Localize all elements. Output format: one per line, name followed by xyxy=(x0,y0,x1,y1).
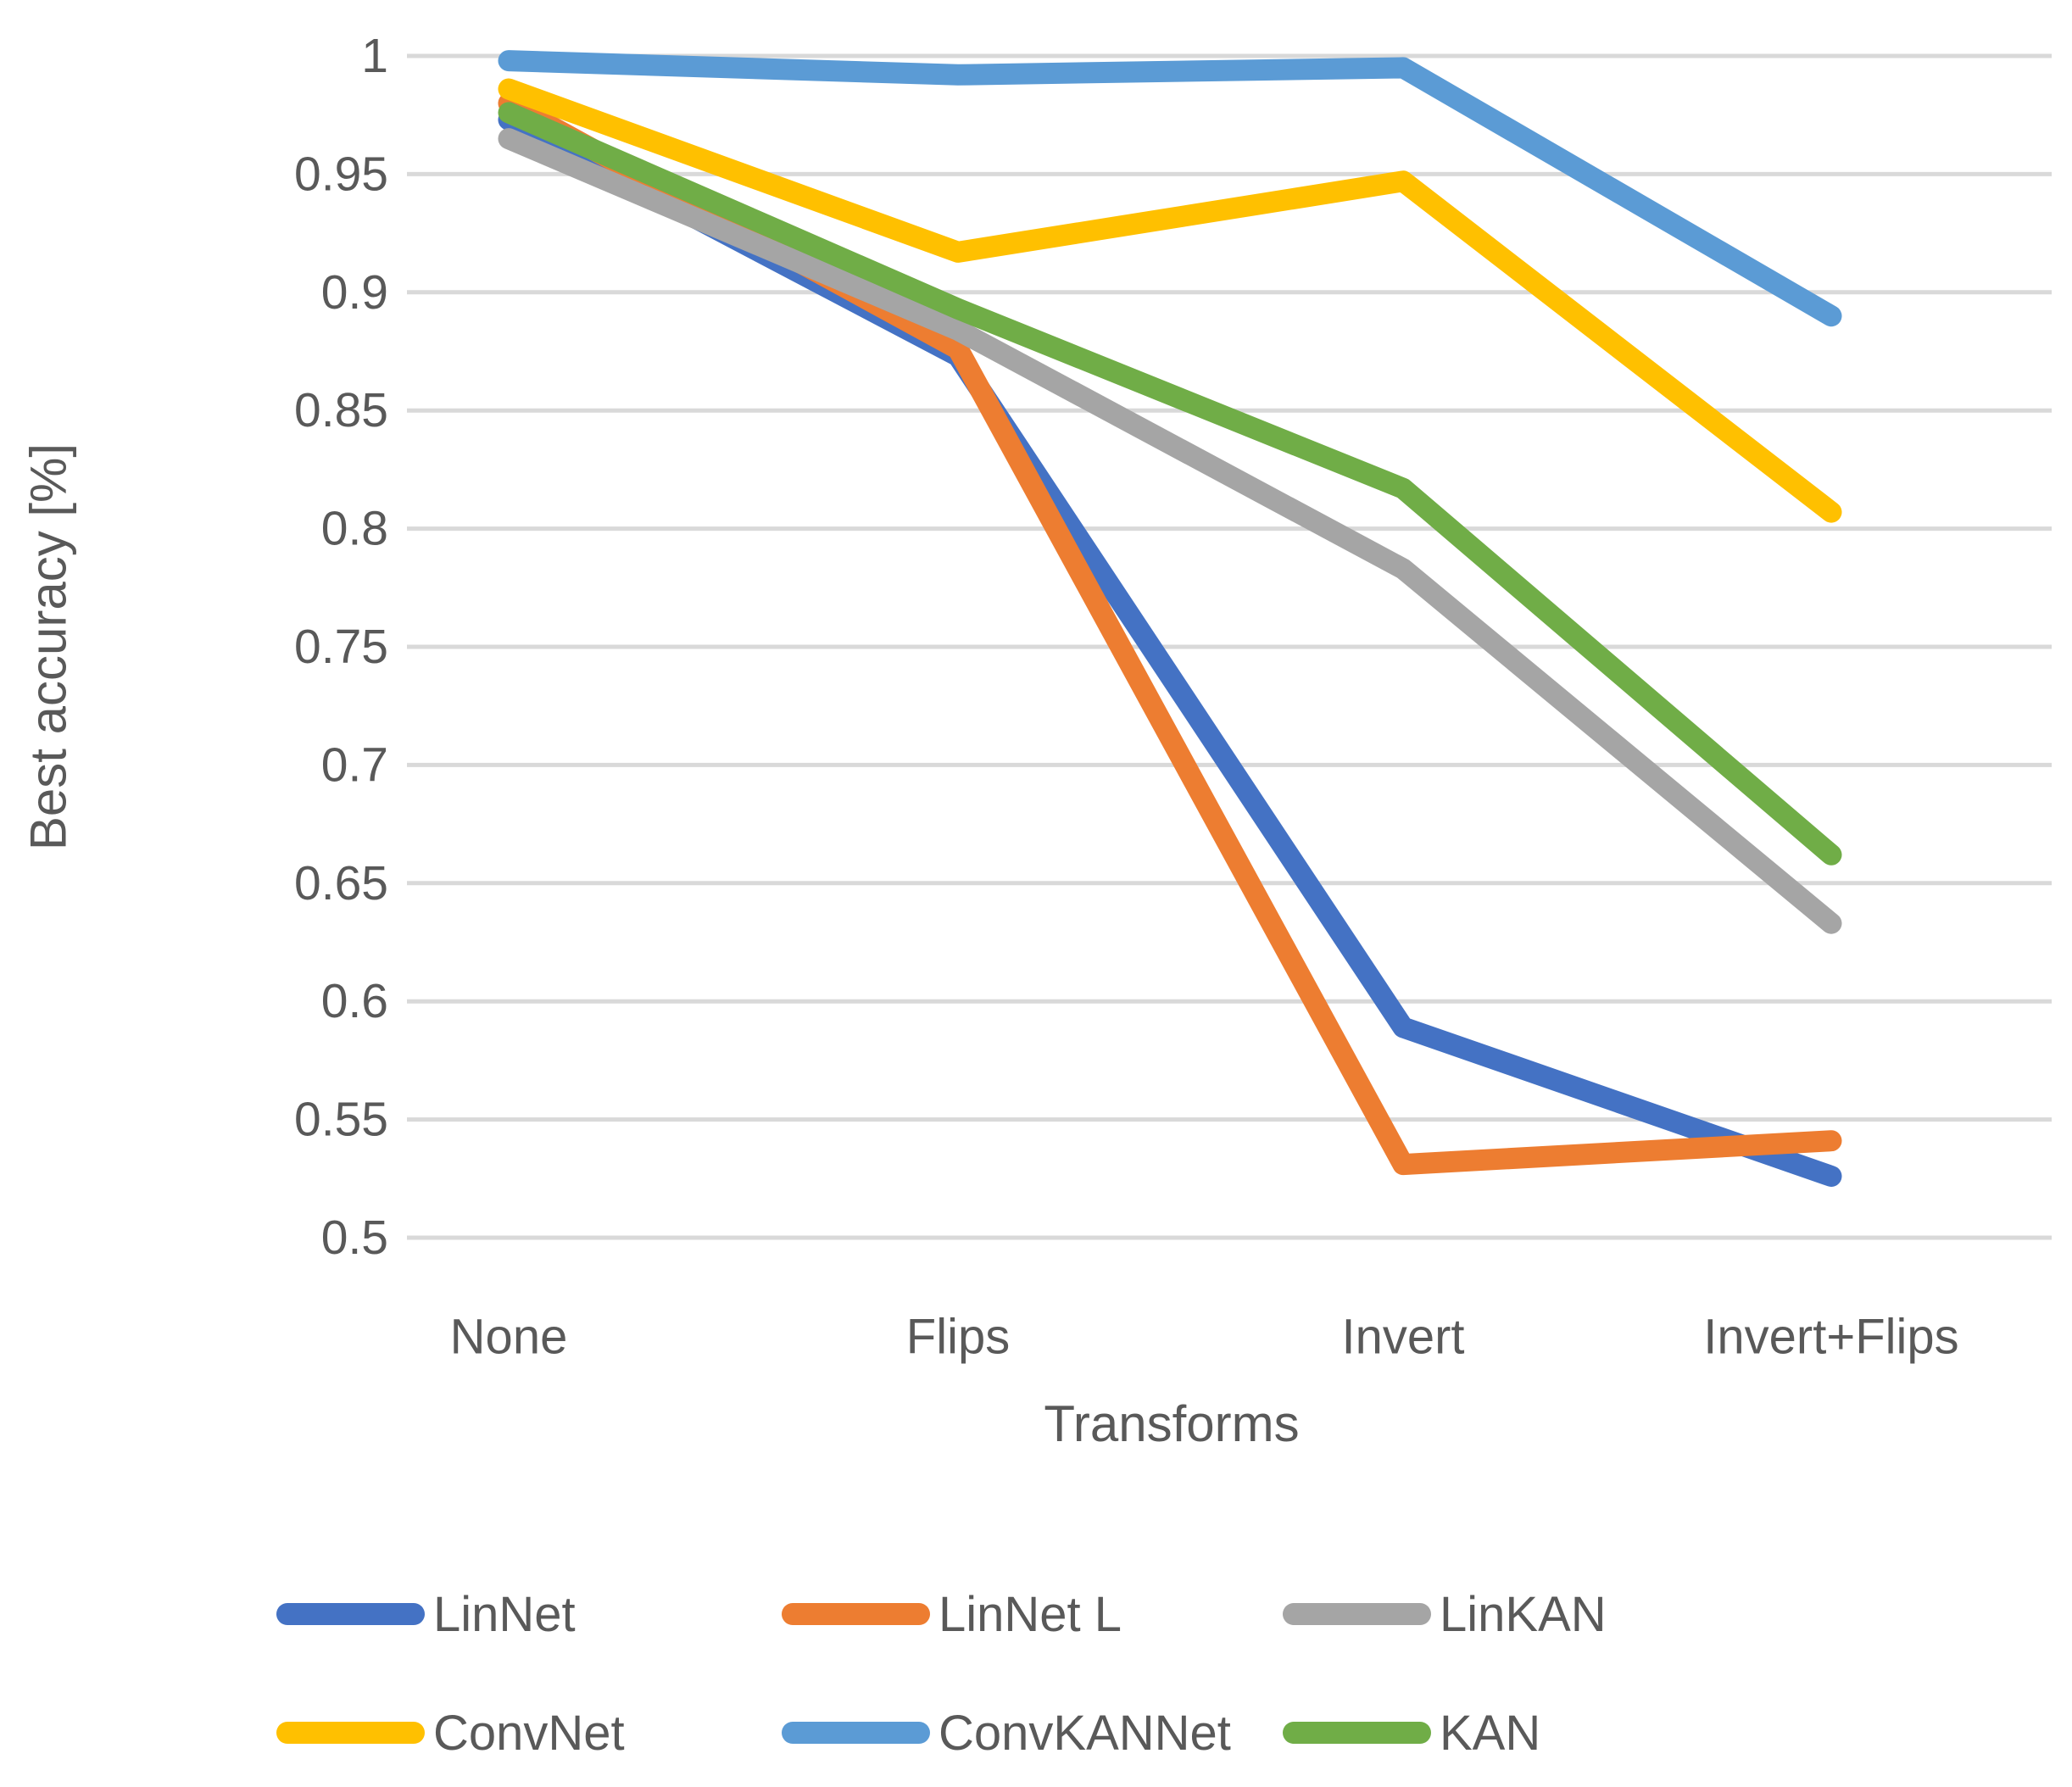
series-line-linnet-l xyxy=(498,92,1842,1176)
series-line-convnet xyxy=(498,78,1842,523)
x-tick-label: Invert xyxy=(1341,1310,1464,1365)
series-line-kan xyxy=(498,102,1842,866)
y-tick-label: 0.8 xyxy=(321,502,388,556)
y-tick-label: 1 xyxy=(361,29,388,83)
x-tick-label: Invert+Flips xyxy=(1703,1310,1958,1365)
y-tick-label: 0.5 xyxy=(321,1211,388,1265)
y-tick-label: 0.9 xyxy=(321,265,388,320)
x-tick-label: Flips xyxy=(906,1310,1010,1365)
y-tick-label: 0.85 xyxy=(294,383,388,437)
y-tick-label: 0.65 xyxy=(294,856,388,910)
series-line-convkannet xyxy=(498,50,1842,327)
series-line-linkan xyxy=(498,128,1842,934)
y-tick-label: 0.55 xyxy=(294,1093,388,1147)
y-axis-title: Best accuracy [%] xyxy=(19,443,77,851)
y-tick-label: 0.75 xyxy=(294,620,388,674)
y-tick-label: 0.7 xyxy=(321,738,388,792)
x-axis-title: Transforms xyxy=(1044,1395,1300,1452)
x-tick-label: None xyxy=(450,1310,568,1365)
y-tick-label: 0.6 xyxy=(321,974,388,1028)
y-tick-label: 0.95 xyxy=(294,147,388,201)
